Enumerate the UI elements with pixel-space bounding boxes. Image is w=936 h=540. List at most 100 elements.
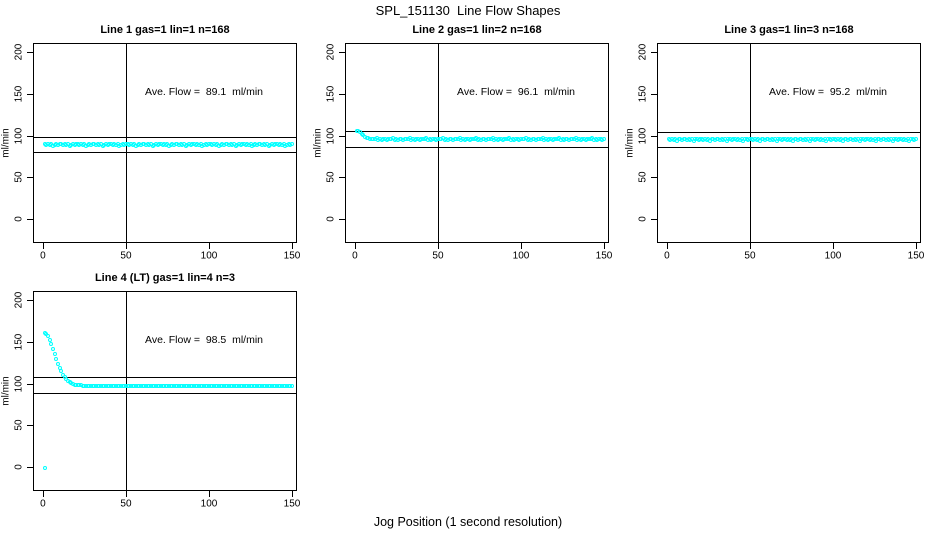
y-tick-label: 150 — [13, 85, 25, 103]
x-tick-label: 0 — [352, 250, 358, 262]
data-point — [290, 142, 295, 147]
y-tick — [339, 135, 345, 137]
x-tick-label: 150 — [907, 250, 925, 262]
y-tick-label: 50 — [13, 419, 25, 431]
data-point — [602, 136, 607, 141]
data-point-outlier — [42, 465, 47, 470]
x-tick — [604, 243, 606, 249]
x-tick — [42, 243, 44, 249]
figure-title: SPL_151130 Line Flow Shapes — [375, 3, 561, 18]
y-tick-label: 150 — [325, 85, 337, 103]
y-tick — [27, 300, 33, 302]
panel-title: Line 4 (LT) gas=1 lin=4 n=3 — [94, 272, 236, 284]
hline-upper — [33, 376, 297, 378]
y-tick-label: 0 — [325, 216, 337, 222]
x-tick — [354, 243, 356, 249]
y-tick — [27, 218, 33, 220]
x-tick — [125, 491, 127, 497]
y-tick — [27, 135, 33, 137]
y-tick — [651, 135, 657, 137]
y-tick — [27, 93, 33, 95]
panel-line-2: Line 2 gas=1 lin=2 n=168 0 50 100 150 200 0 50 1… — [312, 20, 624, 268]
hline-upper — [33, 137, 297, 139]
y-tick-label: 200 — [637, 43, 649, 61]
vline-50 — [749, 43, 751, 243]
data-point — [52, 351, 57, 356]
data-point — [50, 346, 55, 351]
hline-upper — [657, 131, 921, 133]
data-point — [45, 334, 50, 339]
x-tick-label: 100 — [200, 250, 218, 262]
panel-line-4-lt: Line 4 (LT) gas=1 lin=4 n=3 0 50 100 150 200 0… — [0, 268, 312, 516]
y-tick-label: 0 — [637, 216, 649, 222]
vline-50 — [125, 291, 127, 491]
y-tick-label: 50 — [13, 171, 25, 183]
panel-line-3: Line 3 gas=1 lin=3 n=168 0 50 100 150 200 0 50 1… — [624, 20, 936, 268]
panel-title: Line 3 gas=1 lin=3 n=168 — [724, 24, 854, 36]
data-point — [57, 365, 62, 370]
x-tick — [292, 491, 294, 497]
plot-box — [657, 43, 921, 243]
hline-lower — [33, 392, 297, 394]
y-tick-label: 150 — [637, 85, 649, 103]
x-tick — [749, 243, 751, 249]
vline-50 — [437, 43, 439, 243]
x-tick-label: 50 — [432, 250, 444, 262]
x-tick — [916, 243, 918, 249]
panel-title: Line 1 gas=1 lin=1 n=168 — [100, 24, 230, 36]
x-tick-label: 50 — [120, 498, 132, 510]
y-tick — [339, 93, 345, 95]
y-tick — [27, 177, 33, 179]
x-tick — [521, 243, 522, 249]
ave-flow-annotation: Ave. Flow = 95.2 ml/min — [769, 86, 888, 99]
y-tick-label: 100 — [13, 127, 25, 144]
plot-box — [33, 291, 297, 491]
y-tick-label: 50 — [325, 171, 337, 183]
x-tick — [833, 243, 834, 249]
data-point — [47, 338, 52, 343]
y-tick — [651, 177, 657, 179]
x-tick — [292, 243, 294, 249]
x-tick-label: 0 — [40, 250, 46, 262]
x-tick — [437, 243, 439, 249]
y-tick — [27, 466, 33, 468]
y-tick — [651, 93, 657, 95]
y-axis-title: ml/min — [624, 128, 636, 158]
x-tick-label: 0 — [664, 250, 670, 262]
y-tick — [339, 218, 345, 220]
x-tick-label: 50 — [744, 250, 756, 262]
x-tick-label: 100 — [512, 250, 530, 262]
y-tick — [339, 52, 345, 54]
x-tick-label: 50 — [120, 250, 132, 262]
y-tick — [27, 52, 33, 54]
y-tick-label: 150 — [13, 333, 25, 351]
x-tick — [125, 243, 127, 249]
y-tick-label: 0 — [13, 216, 25, 222]
y-tick-label: 200 — [325, 43, 337, 61]
x-tick-label: 100 — [824, 250, 842, 262]
x-tick — [209, 491, 210, 497]
y-tick — [27, 425, 33, 427]
y-tick-label: 100 — [13, 375, 25, 392]
hline-lower — [657, 147, 921, 149]
y-axis-title: ml/min — [0, 128, 12, 158]
panel-line-1: Line 1 gas=1 lin=1 n=168 0 50 100 150 200 0 50 1… — [0, 20, 312, 268]
x-tick-label: 0 — [40, 498, 46, 510]
y-tick — [27, 383, 33, 385]
x-tick — [666, 243, 668, 249]
ave-flow-annotation: Ave. Flow = 96.1 ml/min — [457, 86, 576, 99]
y-tick — [339, 177, 345, 179]
x-tick-label: 150 — [283, 250, 301, 262]
data-point — [55, 361, 60, 366]
x-tick-label: 150 — [283, 498, 301, 510]
hline-lower — [33, 152, 297, 153]
y-axis-title: ml/min — [312, 128, 324, 158]
y-tick-label: 100 — [637, 127, 649, 144]
y-tick-label: 200 — [13, 291, 25, 309]
y-tick — [651, 218, 657, 220]
y-tick-label: 100 — [325, 127, 337, 144]
y-tick — [651, 52, 657, 54]
data-point — [54, 356, 59, 361]
x-tick-label: 150 — [595, 250, 613, 262]
